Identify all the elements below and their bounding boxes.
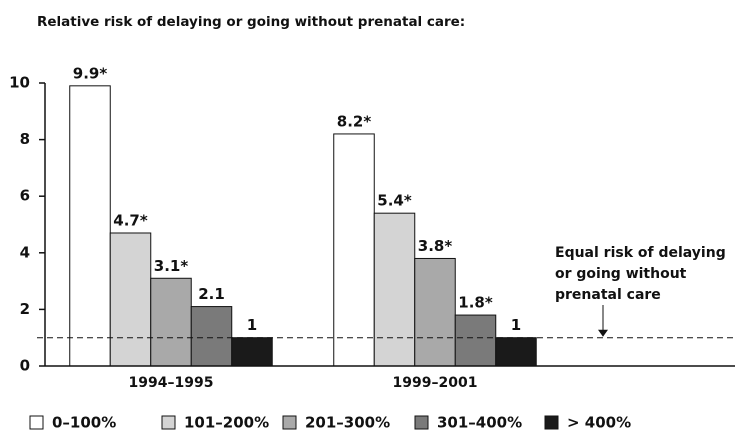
legend-label: 0–100% xyxy=(52,414,116,432)
y-tick-label: 8 xyxy=(20,130,30,148)
legend-swatch xyxy=(414,415,429,430)
y-tick-label: 2 xyxy=(20,300,30,318)
annotation-arrowhead xyxy=(598,329,608,337)
legend-swatch xyxy=(544,415,559,430)
legend-swatch xyxy=(161,415,176,430)
bar xyxy=(231,337,273,367)
bar xyxy=(414,257,456,367)
y-tick-label: 4 xyxy=(20,243,30,261)
bar xyxy=(333,133,375,367)
legend-label: > 400% xyxy=(567,414,631,432)
data-label: 4.7* xyxy=(113,211,148,229)
x-tick-label: 1999–2001 xyxy=(393,375,478,391)
y-tick-label: 0 xyxy=(20,357,30,375)
data-label: 8.2* xyxy=(337,112,372,130)
legend-label: 301–400% xyxy=(437,414,522,432)
data-label: 9.9* xyxy=(73,64,108,82)
x-tick-label: 1994–1995 xyxy=(129,375,214,391)
data-label: 1 xyxy=(247,316,257,334)
bar xyxy=(150,277,192,367)
legend-label: 101–200% xyxy=(184,414,269,432)
data-label: 3.8* xyxy=(418,237,453,255)
bar xyxy=(373,212,416,367)
data-label: 2.1 xyxy=(198,285,225,303)
bar xyxy=(109,232,152,367)
legend-swatch xyxy=(282,415,297,430)
bar xyxy=(69,85,111,367)
legend-label: 201–300% xyxy=(305,414,390,432)
bar xyxy=(454,314,497,367)
data-label: 3.1* xyxy=(154,257,189,275)
annotation: Equal risk of delaying xyxy=(555,245,726,261)
y-tick-label: 6 xyxy=(20,187,30,205)
bar xyxy=(190,306,233,367)
annotation: or going without xyxy=(555,266,687,282)
chart-title: Relative risk of delaying or going witho… xyxy=(37,14,465,30)
data-label: 1 xyxy=(511,316,521,334)
bar xyxy=(495,337,537,367)
data-label: 5.4* xyxy=(377,192,412,210)
data-label: 1.8* xyxy=(458,294,493,312)
annotation: prenatal care xyxy=(555,287,661,303)
y-tick-label: 10 xyxy=(9,74,30,92)
legend-swatch xyxy=(29,415,44,430)
